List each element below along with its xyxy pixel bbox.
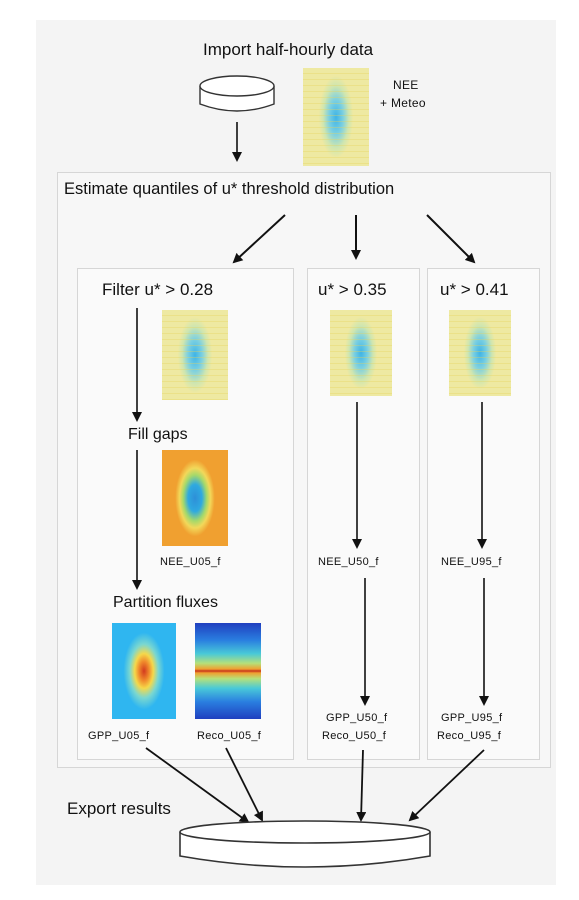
meteo-label: + Meteo: [380, 96, 426, 110]
branch-1-filter-label: Filter u* > 0.28: [102, 280, 214, 299]
branch-box-u50: [307, 268, 420, 760]
import-title: Import half-hourly data: [203, 40, 374, 59]
branch-3-nee-label: NEE_U95_f: [441, 556, 502, 568]
branch-2-filtered-heatmap: [330, 310, 392, 396]
branch-1-nee-label: NEE_U05_f: [160, 556, 221, 568]
branch-1-reco-label: Reco_U05_f: [197, 730, 262, 742]
raw-data-heatmap: [303, 68, 369, 166]
branch-3-gpp-label: GPP_U95_f: [441, 712, 503, 724]
branch-1-reco-heatmap: [195, 623, 261, 719]
branch-2-reco-label: Reco_U50_f: [322, 730, 387, 742]
branch-3-reco-label: Reco_U95_f: [437, 730, 502, 742]
branch-2-nee-label: NEE_U50_f: [318, 556, 379, 568]
branch-1-partition-label: Partition fluxes: [113, 594, 218, 611]
branch-2-filter-label: u* > 0.35: [318, 280, 387, 299]
branch-3-filtered-heatmap: [449, 310, 511, 396]
branch-1-nee-filled-heatmap: [162, 450, 228, 546]
branch-2-gpp-label: GPP_U50_f: [326, 712, 388, 724]
nee-label: NEE: [393, 78, 419, 92]
export-title: Export results: [67, 799, 171, 818]
branch-1-filtered-heatmap: [162, 310, 228, 400]
branch-3-filter-label: u* > 0.41: [440, 280, 509, 299]
branch-1-gpp-heatmap: [112, 623, 176, 719]
branch-1-gpp-label: GPP_U05_f: [88, 730, 150, 742]
estimate-title: Estimate quantiles of u* threshold distr…: [64, 180, 395, 198]
branch-1-fill-label: Fill gaps: [128, 426, 188, 443]
